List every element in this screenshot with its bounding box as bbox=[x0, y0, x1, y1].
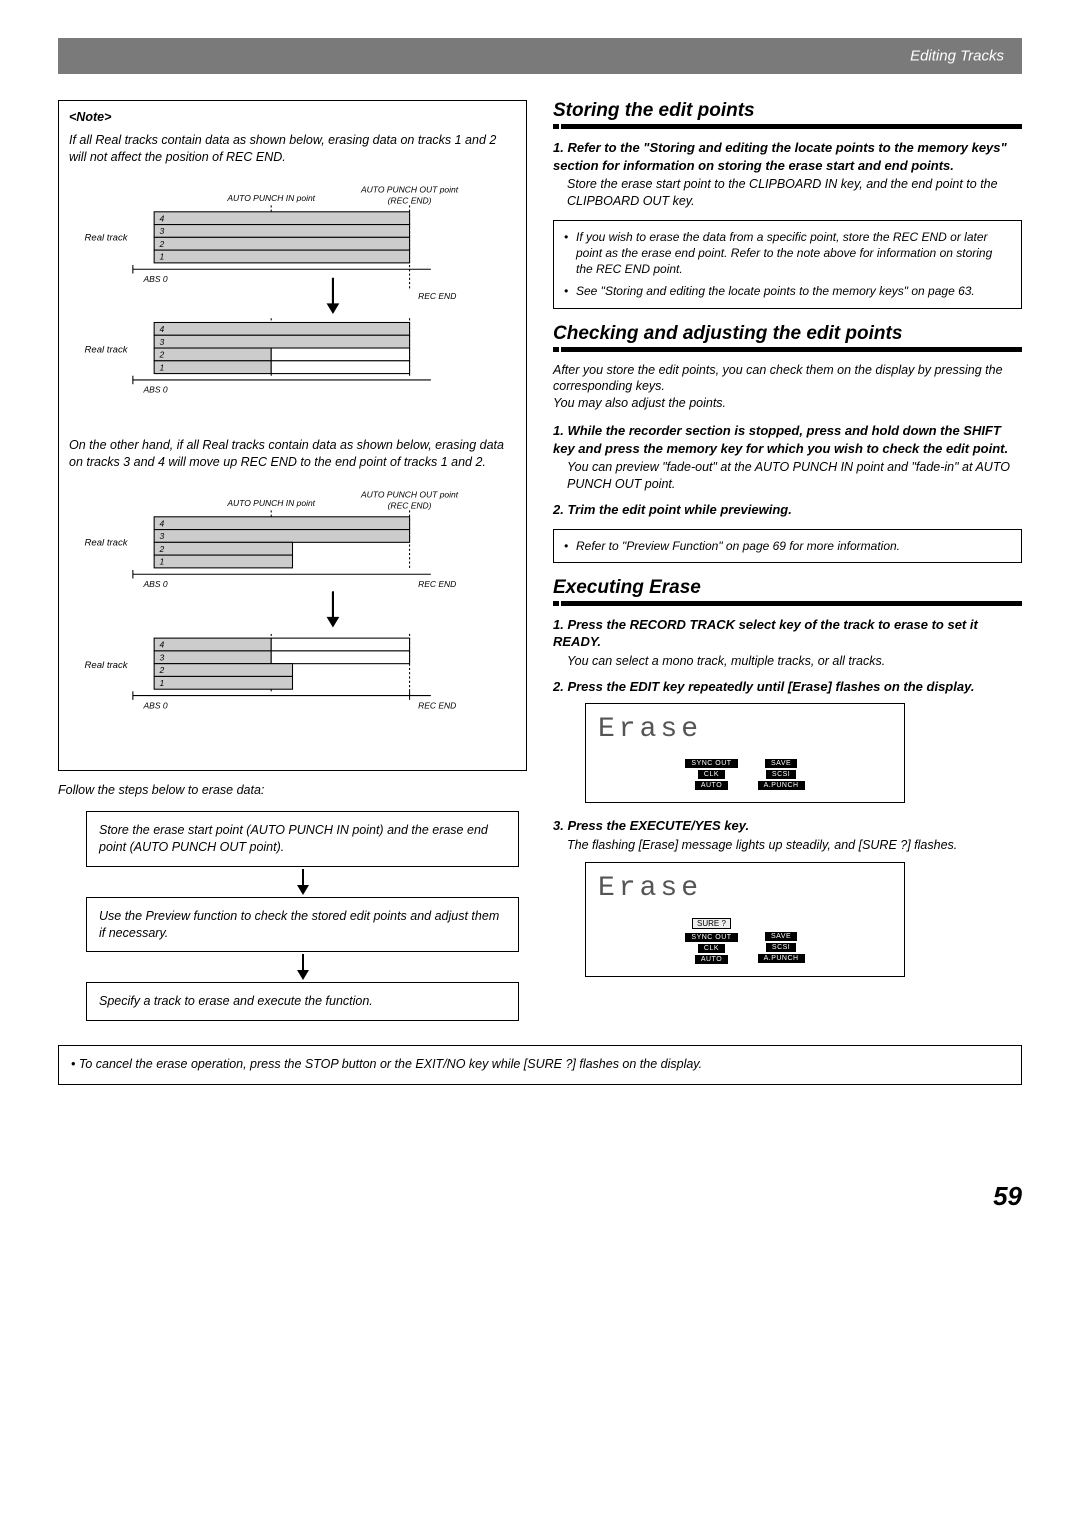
flow-step-1: Store the erase start point (AUTO PUNCH … bbox=[86, 811, 519, 867]
lcd-text-1: Erase bbox=[598, 714, 892, 745]
svg-text:AUTO PUNCH IN point: AUTO PUNCH IN point bbox=[226, 498, 315, 508]
right-column: Storing the edit points 1. Refer to the … bbox=[553, 100, 1022, 1021]
checking-bullet-1: Refer to "Preview Function" on page 69 f… bbox=[564, 538, 1011, 554]
tag-apunch: A.PUNCH bbox=[758, 781, 805, 790]
svg-text:Real track: Real track bbox=[84, 660, 128, 671]
display-figure-2: Erase SURE ? SYNC OUT CLK AUTO SAVE SCSI bbox=[585, 862, 905, 977]
svg-text:ABS 0: ABS 0 bbox=[143, 384, 168, 394]
svg-text:REC END: REC END bbox=[418, 291, 456, 301]
note-paragraph-1: If all Real tracks contain data as shown… bbox=[69, 132, 516, 166]
section-checking: Checking and adjusting the edit points A… bbox=[553, 323, 1022, 563]
svg-text:4: 4 bbox=[159, 324, 164, 334]
svg-text:2: 2 bbox=[158, 349, 164, 359]
flow-arrow-2 bbox=[86, 952, 519, 982]
follow-text: Follow the steps below to erase data: bbox=[58, 783, 527, 797]
tag-save2: SAVE bbox=[765, 932, 797, 941]
svg-text:1: 1 bbox=[159, 678, 164, 688]
storing-step1-head: 1. Refer to the "Storing and editing the… bbox=[553, 139, 1022, 174]
tag-auto: AUTO bbox=[695, 781, 728, 790]
checking-step1-body: You can preview "fade-out" at the AUTO P… bbox=[553, 459, 1022, 493]
storing-step1-body: Store the erase start point to the CLIPB… bbox=[553, 176, 1022, 210]
storing-bullet-1: If you wish to erase the data from a spe… bbox=[564, 229, 1011, 278]
tag-sure: SURE ? bbox=[692, 918, 731, 929]
svg-text:(REC END): (REC END) bbox=[388, 500, 432, 510]
tag-save: SAVE bbox=[765, 759, 797, 768]
section-title-storing: Storing the edit points bbox=[553, 100, 1022, 122]
note-paragraph-2: On the other hand, if all Real tracks co… bbox=[69, 437, 516, 471]
svg-text:Real track: Real track bbox=[84, 232, 128, 243]
cancel-box: To cancel the erase operation, press the… bbox=[58, 1045, 1022, 1085]
svg-text:4: 4 bbox=[159, 213, 164, 223]
tag-sync: SYNC OUT bbox=[685, 759, 737, 768]
tag-clk2: CLK bbox=[698, 944, 725, 953]
flow-step-3: Specify a track to erase and execute the… bbox=[86, 982, 519, 1021]
svg-text:3: 3 bbox=[159, 336, 164, 346]
header-title: Editing Tracks bbox=[910, 48, 1004, 65]
exec-step1-body: You can select a mono track, multiple tr… bbox=[553, 653, 1022, 670]
flow-step-2: Use the Preview function to check the st… bbox=[86, 897, 519, 953]
svg-text:AUTO PUNCH IN point: AUTO PUNCH IN point bbox=[226, 193, 315, 203]
track-diagram-1: AUTO PUNCH IN point AUTO PUNCH OUT point… bbox=[69, 182, 516, 427]
checking-step1-head: 1. While the recorder section is stopped… bbox=[553, 422, 1022, 457]
tag-sync2: SYNC OUT bbox=[685, 933, 737, 942]
storing-bullet-2: See "Storing and editing the locate poin… bbox=[564, 283, 1011, 299]
header-bar: Editing Tracks bbox=[58, 38, 1022, 74]
note-box: <Note> If all Real tracks contain data a… bbox=[58, 100, 527, 771]
exec-step2-head: 2. Press the EDIT key repeatedly until [… bbox=[553, 678, 1022, 696]
svg-text:REC END: REC END bbox=[418, 700, 456, 710]
cancel-text: To cancel the erase operation, press the… bbox=[71, 1057, 702, 1071]
svg-text:1: 1 bbox=[159, 362, 164, 372]
svg-text:ABS 0: ABS 0 bbox=[143, 700, 168, 710]
exec-step3-body: The flashing [Erase] message lights up s… bbox=[553, 837, 1022, 854]
flow-arrow-1 bbox=[86, 867, 519, 897]
svg-text:2: 2 bbox=[158, 544, 164, 554]
svg-text:REC END: REC END bbox=[418, 579, 456, 589]
storing-bullet-box: If you wish to erase the data from a spe… bbox=[553, 220, 1022, 309]
tag-auto2: AUTO bbox=[695, 955, 728, 964]
checking-step2-head: 2. Trim the edit point while previewing. bbox=[553, 501, 1022, 519]
svg-text:3: 3 bbox=[159, 531, 164, 541]
svg-text:4: 4 bbox=[159, 518, 164, 528]
svg-text:ABS 0: ABS 0 bbox=[143, 274, 168, 284]
track-diagram-2: AUTO PUNCH IN point AUTO PUNCH OUT point… bbox=[69, 487, 516, 753]
section-storing: Storing the edit points 1. Refer to the … bbox=[553, 100, 1022, 309]
svg-text:2: 2 bbox=[158, 239, 164, 249]
exec-step1-head: 1. Press the RECORD TRACK select key of … bbox=[553, 616, 1022, 651]
section-rule bbox=[553, 601, 1022, 606]
display-figure-1: Erase SYNC OUT CLK AUTO SAVE SCSI A.PUNC… bbox=[585, 703, 905, 803]
svg-text:Real track: Real track bbox=[84, 344, 128, 355]
tag-clk: CLK bbox=[698, 770, 725, 779]
svg-text:AUTO PUNCH OUT point: AUTO PUNCH OUT point bbox=[360, 184, 459, 194]
svg-text:1: 1 bbox=[159, 557, 164, 567]
exec-step3-head: 3. Press the EXECUTE/YES key. bbox=[553, 817, 1022, 835]
svg-text:3: 3 bbox=[159, 653, 164, 663]
lcd-text-2: Erase bbox=[598, 873, 892, 904]
svg-text:AUTO PUNCH OUT point: AUTO PUNCH OUT point bbox=[360, 490, 459, 500]
section-rule bbox=[553, 124, 1022, 129]
left-column: <Note> If all Real tracks contain data a… bbox=[58, 100, 527, 1021]
section-title-checking: Checking and adjusting the edit points bbox=[553, 323, 1022, 345]
section-rule bbox=[553, 347, 1022, 352]
svg-text:4: 4 bbox=[159, 640, 164, 650]
section-executing: Executing Erase 1. Press the RECORD TRAC… bbox=[553, 577, 1022, 977]
svg-text:2: 2 bbox=[158, 665, 164, 675]
tag-apunch2: A.PUNCH bbox=[758, 954, 805, 963]
two-column-layout: <Note> If all Real tracks contain data a… bbox=[58, 100, 1022, 1021]
svg-text:(REC END): (REC END) bbox=[388, 195, 432, 205]
svg-text:1: 1 bbox=[159, 251, 164, 261]
note-heading: <Note> bbox=[69, 109, 516, 126]
tag-scsi2: SCSI bbox=[766, 943, 796, 952]
svg-text:3: 3 bbox=[159, 226, 164, 236]
page-number: 59 bbox=[0, 1181, 1022, 1212]
checking-intro: After you store the edit points, you can… bbox=[553, 362, 1022, 413]
section-title-exec: Executing Erase bbox=[553, 577, 1022, 599]
svg-text:ABS 0: ABS 0 bbox=[143, 579, 168, 589]
tag-scsi: SCSI bbox=[766, 770, 796, 779]
flow-chart: Store the erase start point (AUTO PUNCH … bbox=[86, 811, 519, 1021]
svg-text:Real track: Real track bbox=[84, 538, 128, 549]
checking-bullet-box: Refer to "Preview Function" on page 69 f… bbox=[553, 529, 1022, 563]
